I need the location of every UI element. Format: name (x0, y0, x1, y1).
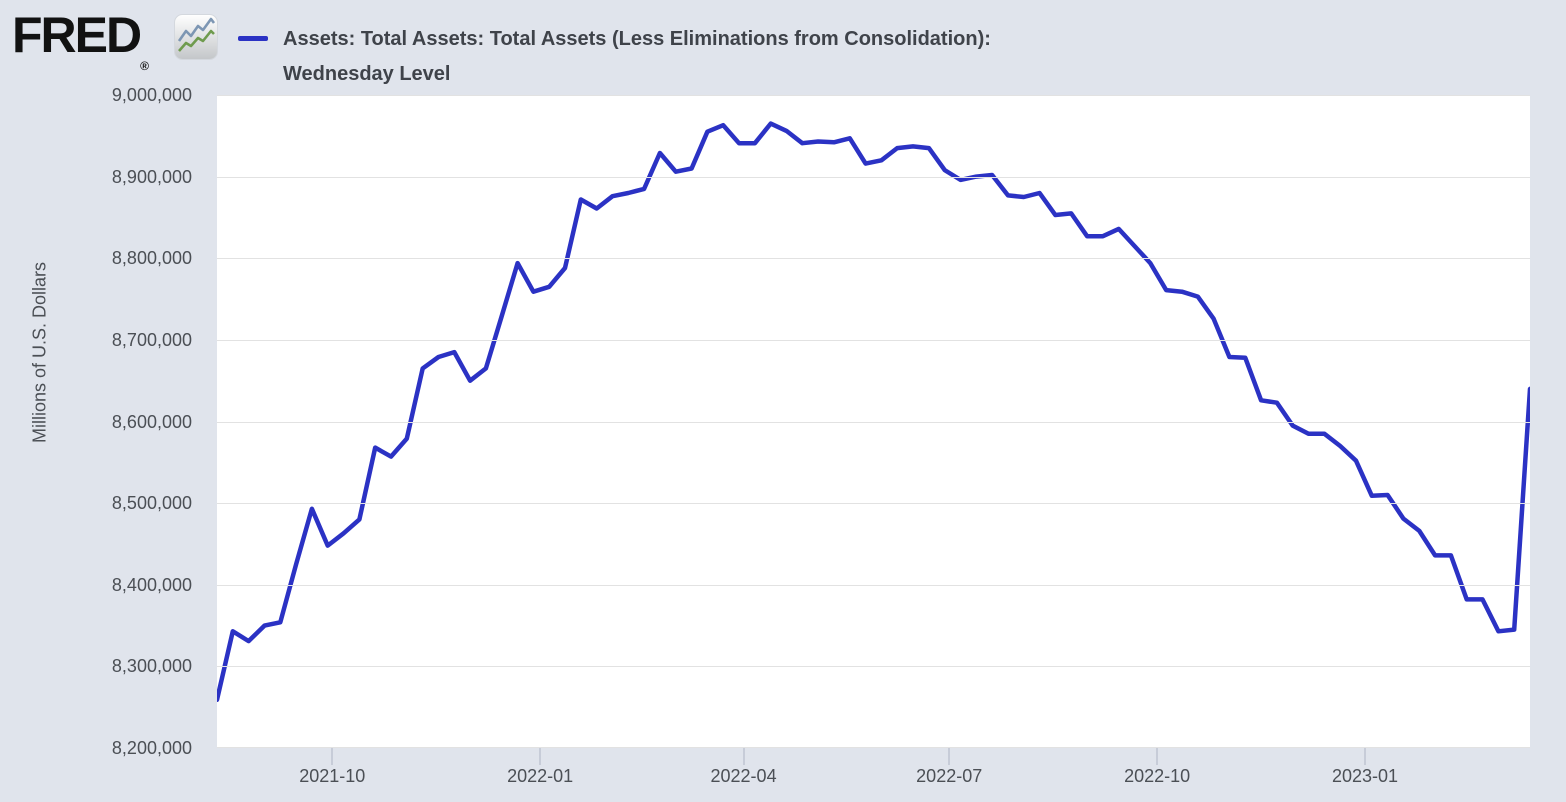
registered-trademark: ® (140, 59, 149, 73)
series-svg (217, 121, 1530, 703)
fred-logo[interactable]: FRED® (12, 6, 149, 73)
x-axis-tick-label: 2022-10 (1124, 766, 1191, 786)
gridline (217, 339, 1530, 341)
series-title-line2: Wednesday Level (283, 63, 451, 85)
y-axis-tick-label: 8,800,000 (111, 248, 192, 269)
fred-chart-icon (174, 14, 218, 60)
x-axis-tick-mark (1156, 748, 1159, 765)
x-axis-tick-mark (742, 748, 745, 765)
chart-plot-area[interactable] (217, 95, 1530, 748)
gridline (217, 176, 1530, 178)
y-axis-tick-label: 8,900,000 (111, 166, 192, 187)
series-line (217, 121, 1530, 703)
x-axis-tick-label: 2022-07 (916, 766, 983, 786)
x-axis-tick-label: 2021-10 (299, 766, 366, 786)
fred-logo-text: FRED (12, 7, 142, 63)
gridline (217, 666, 1530, 668)
y-axis-tick-label: 8,400,000 (111, 574, 192, 595)
series-title-line1: Assets: Total Assets: Total Assets (Less… (283, 28, 991, 50)
x-axis-tick-mark (331, 748, 334, 765)
y-axis-tick-label: 8,700,000 (111, 329, 192, 350)
x-axis-tick-mark (1364, 748, 1367, 765)
x-axis-tick-label: 2022-01 (507, 766, 574, 786)
legend-line-swatch (238, 36, 268, 41)
series-title: Assets: Total Assets: Total Assets (Less… (283, 22, 1523, 92)
y-axis-tick-label: 8,300,000 (111, 656, 192, 677)
gridline (217, 258, 1530, 260)
gridline (217, 503, 1530, 505)
y-axis-tick-label: 8,600,000 (111, 411, 192, 432)
y-axis-tick-label: 8,200,000 (111, 738, 192, 758)
x-axis-tick-label: 2022-04 (710, 766, 777, 786)
gridline (217, 421, 1530, 423)
gridline (217, 95, 1530, 96)
gridline (217, 747, 1530, 748)
x-axis-tick-mark (948, 748, 951, 765)
y-axis-tick-label: 8,500,000 (111, 493, 192, 514)
x-axis-tick-label: 2023-01 (1331, 766, 1399, 786)
gridline (217, 584, 1530, 586)
y-axis-tick-label: 9,000,000 (111, 85, 192, 105)
x-axis-tick-mark (539, 748, 542, 765)
